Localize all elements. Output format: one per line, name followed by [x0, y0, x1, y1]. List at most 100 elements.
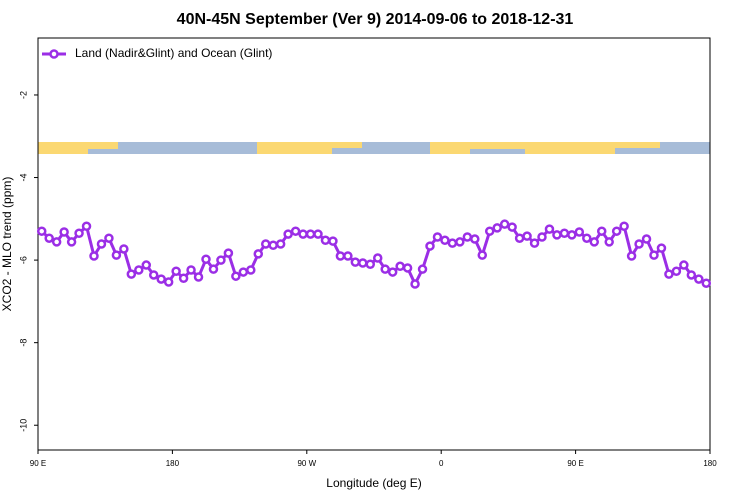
data-point: [440, 235, 450, 246]
data-point: [104, 233, 114, 243]
data-point: [492, 223, 502, 233]
data-point: [484, 226, 495, 236]
data-point: [559, 228, 570, 239]
data-point: [134, 265, 144, 275]
data-point: [470, 234, 480, 244]
data-point: [298, 229, 308, 239]
data-point: [679, 260, 689, 270]
data-point: [268, 240, 278, 250]
data-point: [216, 255, 226, 265]
data-point: [208, 264, 219, 274]
data-point: [701, 278, 712, 288]
x-tick-label: 90 E: [30, 459, 46, 468]
data-point: [582, 233, 592, 243]
data-point: [529, 238, 540, 248]
data-point: [626, 251, 637, 261]
data-point: [417, 264, 428, 274]
data-point: [611, 226, 622, 236]
y-tick-label: -4: [18, 174, 28, 182]
plot-frame: [37, 37, 711, 451]
data-point: [604, 237, 614, 247]
data-point: [313, 229, 323, 239]
data-point: [499, 219, 510, 229]
data-point: [320, 235, 331, 246]
data-point: [350, 257, 361, 267]
data-point: [119, 244, 129, 254]
data-point: [358, 258, 368, 268]
data-point: [372, 253, 383, 263]
data-point: [66, 237, 77, 247]
data-point: [596, 226, 607, 236]
x-tick-label: 0: [439, 459, 444, 468]
chart-title: 40N-45N September (Ver 9) 2014-09-06 to …: [177, 11, 574, 28]
x-tick-label: 90 W: [297, 459, 316, 468]
data-point: [455, 237, 465, 247]
data-point: [328, 236, 338, 246]
data-point: [156, 274, 166, 284]
data-point: [74, 228, 84, 239]
x-tick-label: 180: [166, 459, 180, 468]
data-point: [59, 227, 69, 237]
legend-label: Land (Nadir&Glint) and Ocean (Glint): [75, 46, 272, 60]
data-point: [395, 261, 405, 272]
data-point: [36, 226, 47, 236]
data-point: [246, 265, 256, 275]
data-point: [89, 251, 99, 261]
data-point: [619, 221, 629, 231]
data-point: [126, 269, 137, 279]
data-point: [380, 264, 390, 274]
data-point: [81, 221, 92, 231]
legend-marker: [49, 49, 59, 59]
data-point: [477, 250, 488, 260]
data-point: [589, 237, 600, 247]
data-point: [507, 222, 517, 232]
y-axis-label: XCO2 - MLO trend (ppm): [0, 177, 14, 312]
data-point: [671, 266, 682, 276]
data-point: [634, 239, 644, 249]
data-point: [514, 233, 525, 243]
y-tick-label: -10: [18, 419, 28, 432]
y-tick-label: -6: [18, 256, 28, 264]
data-point: [641, 234, 652, 244]
data-point: [387, 267, 398, 277]
x-tick-label: 180: [703, 459, 717, 468]
data-point: [447, 238, 458, 248]
data-point: [148, 270, 159, 280]
data-point: [335, 251, 346, 261]
data-point: [574, 227, 585, 237]
data-point: [544, 224, 555, 234]
data-point: [193, 272, 204, 282]
data-point: [260, 239, 271, 249]
data-point: [343, 251, 353, 261]
data-point: [290, 226, 301, 236]
data-point: [410, 279, 420, 289]
data-point: [275, 239, 286, 249]
data-point: [223, 248, 234, 258]
y-tick-label: -2: [18, 91, 28, 99]
data-line: [40, 222, 707, 288]
data-point: [425, 241, 435, 251]
data-point: [567, 230, 577, 240]
data-point: [537, 232, 547, 242]
data-point: [365, 259, 376, 269]
data-point: [186, 265, 196, 275]
data-point: [201, 254, 211, 265]
data-point: [552, 230, 562, 240]
data-point: [238, 267, 249, 277]
data-point: [432, 232, 443, 242]
data-point: [522, 231, 532, 241]
data-point: [111, 250, 122, 260]
data-point: [694, 274, 704, 284]
data-point: [253, 249, 264, 259]
x-axis-label: Longitude (deg E): [326, 476, 421, 490]
x-tick-label: 90 E: [567, 459, 583, 468]
data-point: [178, 273, 189, 284]
map-strip: [38, 142, 710, 154]
data-point: [656, 243, 667, 253]
data-point: [96, 239, 107, 249]
data-point: [462, 232, 473, 242]
data-point: [171, 266, 181, 276]
data-point: [305, 229, 316, 239]
y-tick-label: -8: [18, 339, 28, 347]
